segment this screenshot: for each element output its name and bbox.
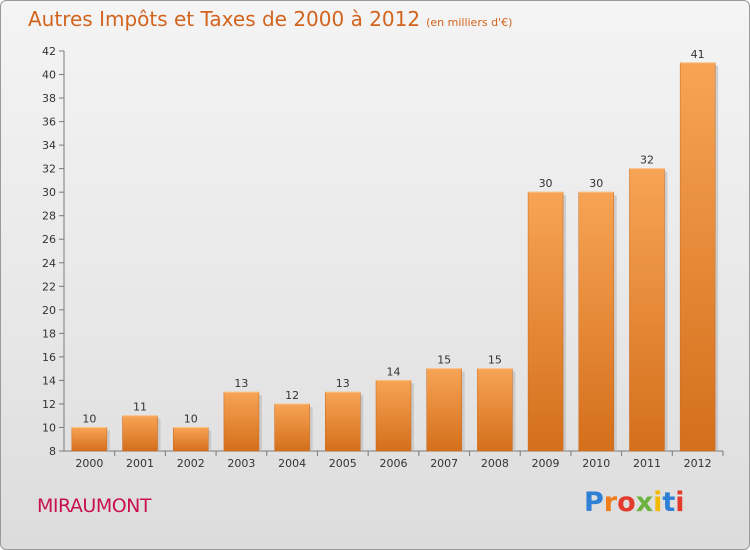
logo-letter: P (584, 487, 604, 518)
logo-letter: x (635, 487, 654, 518)
y-tick-label: 42 (42, 45, 56, 58)
x-tick-label: 2003 (227, 457, 255, 470)
x-tick-label: 2011 (633, 457, 661, 470)
chart-title-unit: (en milliers d'€) (426, 16, 513, 29)
chart-title: Autres Impôts et Taxes de 2000 à 2012 (en… (28, 7, 512, 31)
y-tick-label: 24 (42, 257, 56, 270)
chart-title-main: Autres Impôts et Taxes de 2000 à 2012 (28, 7, 421, 31)
x-tick-label: 2001 (126, 457, 154, 470)
x-tick-label: 2004 (278, 457, 306, 470)
y-tick-label: 34 (42, 139, 56, 152)
data-label-2011: 32 (640, 154, 654, 167)
bar-2001 (122, 415, 158, 452)
y-tick-label: 12 (42, 398, 56, 411)
x-tick-label: 2010 (582, 457, 610, 470)
x-tick-label: 2006 (380, 457, 408, 470)
y-tick-label: 8 (49, 445, 56, 458)
data-label-2009: 30 (539, 177, 553, 190)
bar-2010 (578, 191, 615, 452)
y-tick-label: 38 (42, 92, 56, 105)
y-tick-label: 16 (42, 351, 56, 364)
x-tick-label: 2007 (430, 457, 458, 470)
bar-2008 (477, 368, 513, 452)
y-tick-label: 26 (42, 233, 56, 246)
data-label-2000: 10 (82, 412, 96, 425)
data-label-2007: 15 (437, 354, 451, 367)
y-tick-label: 32 (42, 163, 56, 176)
y-tick-label: 40 (42, 69, 56, 82)
logo-letter: i (653, 487, 663, 518)
data-label-2004: 12 (285, 389, 299, 402)
bar-2000 (71, 427, 108, 452)
y-tick-label: 20 (42, 304, 56, 317)
data-label-2012: 41 (691, 48, 705, 61)
town-name: MIRAUMONT (37, 495, 152, 517)
x-tick-label: 2002 (177, 457, 205, 470)
data-label-2005: 13 (336, 377, 350, 390)
y-tick-label: 22 (42, 280, 56, 293)
logo-letter: r (603, 487, 618, 518)
x-tick-label: 2008 (481, 457, 509, 470)
y-tick-label: 30 (42, 186, 56, 199)
logo-letter: o (617, 487, 636, 518)
bar-2012 (679, 62, 716, 452)
bar-2011 (629, 168, 665, 452)
logo-letter: i (675, 487, 685, 518)
y-tick-label: 14 (42, 374, 56, 387)
bar-2006 (375, 380, 412, 452)
x-tick-label: 2012 (684, 457, 712, 470)
x-tick-label: 2005 (329, 457, 357, 470)
bar-2009 (527, 191, 564, 452)
logo-letter: t (662, 487, 676, 518)
chart-axes: 8 10 12 14 16 18 20 22 24 26 28 30 32 34 36 38 40 42 (42, 45, 724, 458)
data-label-2002: 10 (184, 412, 198, 425)
bar-2002 (172, 427, 209, 452)
proxiti-logo[interactable]: Proxiti (584, 487, 685, 518)
bar-2005 (325, 391, 361, 452)
y-tick-label: 10 (42, 421, 56, 434)
y-tick-label: 18 (42, 327, 56, 340)
bar-2007 (426, 368, 462, 452)
data-label-2001: 11 (133, 401, 147, 414)
x-tick-label: 2000 (75, 457, 103, 470)
data-label-2010: 30 (589, 177, 603, 190)
x-tick-label: 2009 (532, 457, 560, 470)
bar-2003 (223, 391, 260, 452)
bar-2004 (274, 403, 310, 452)
data-label-2006: 14 (387, 365, 401, 378)
chart-bars (71, 62, 719, 452)
data-label-2003: 13 (234, 377, 248, 390)
y-tick-label: 36 (42, 116, 56, 129)
chart-labels: 10 2000 11 2001 10 2002 13 2003 12 2004 13 2005 14 20… (75, 48, 711, 470)
y-tick-label: 28 (42, 210, 56, 223)
data-label-2008: 15 (488, 354, 502, 367)
